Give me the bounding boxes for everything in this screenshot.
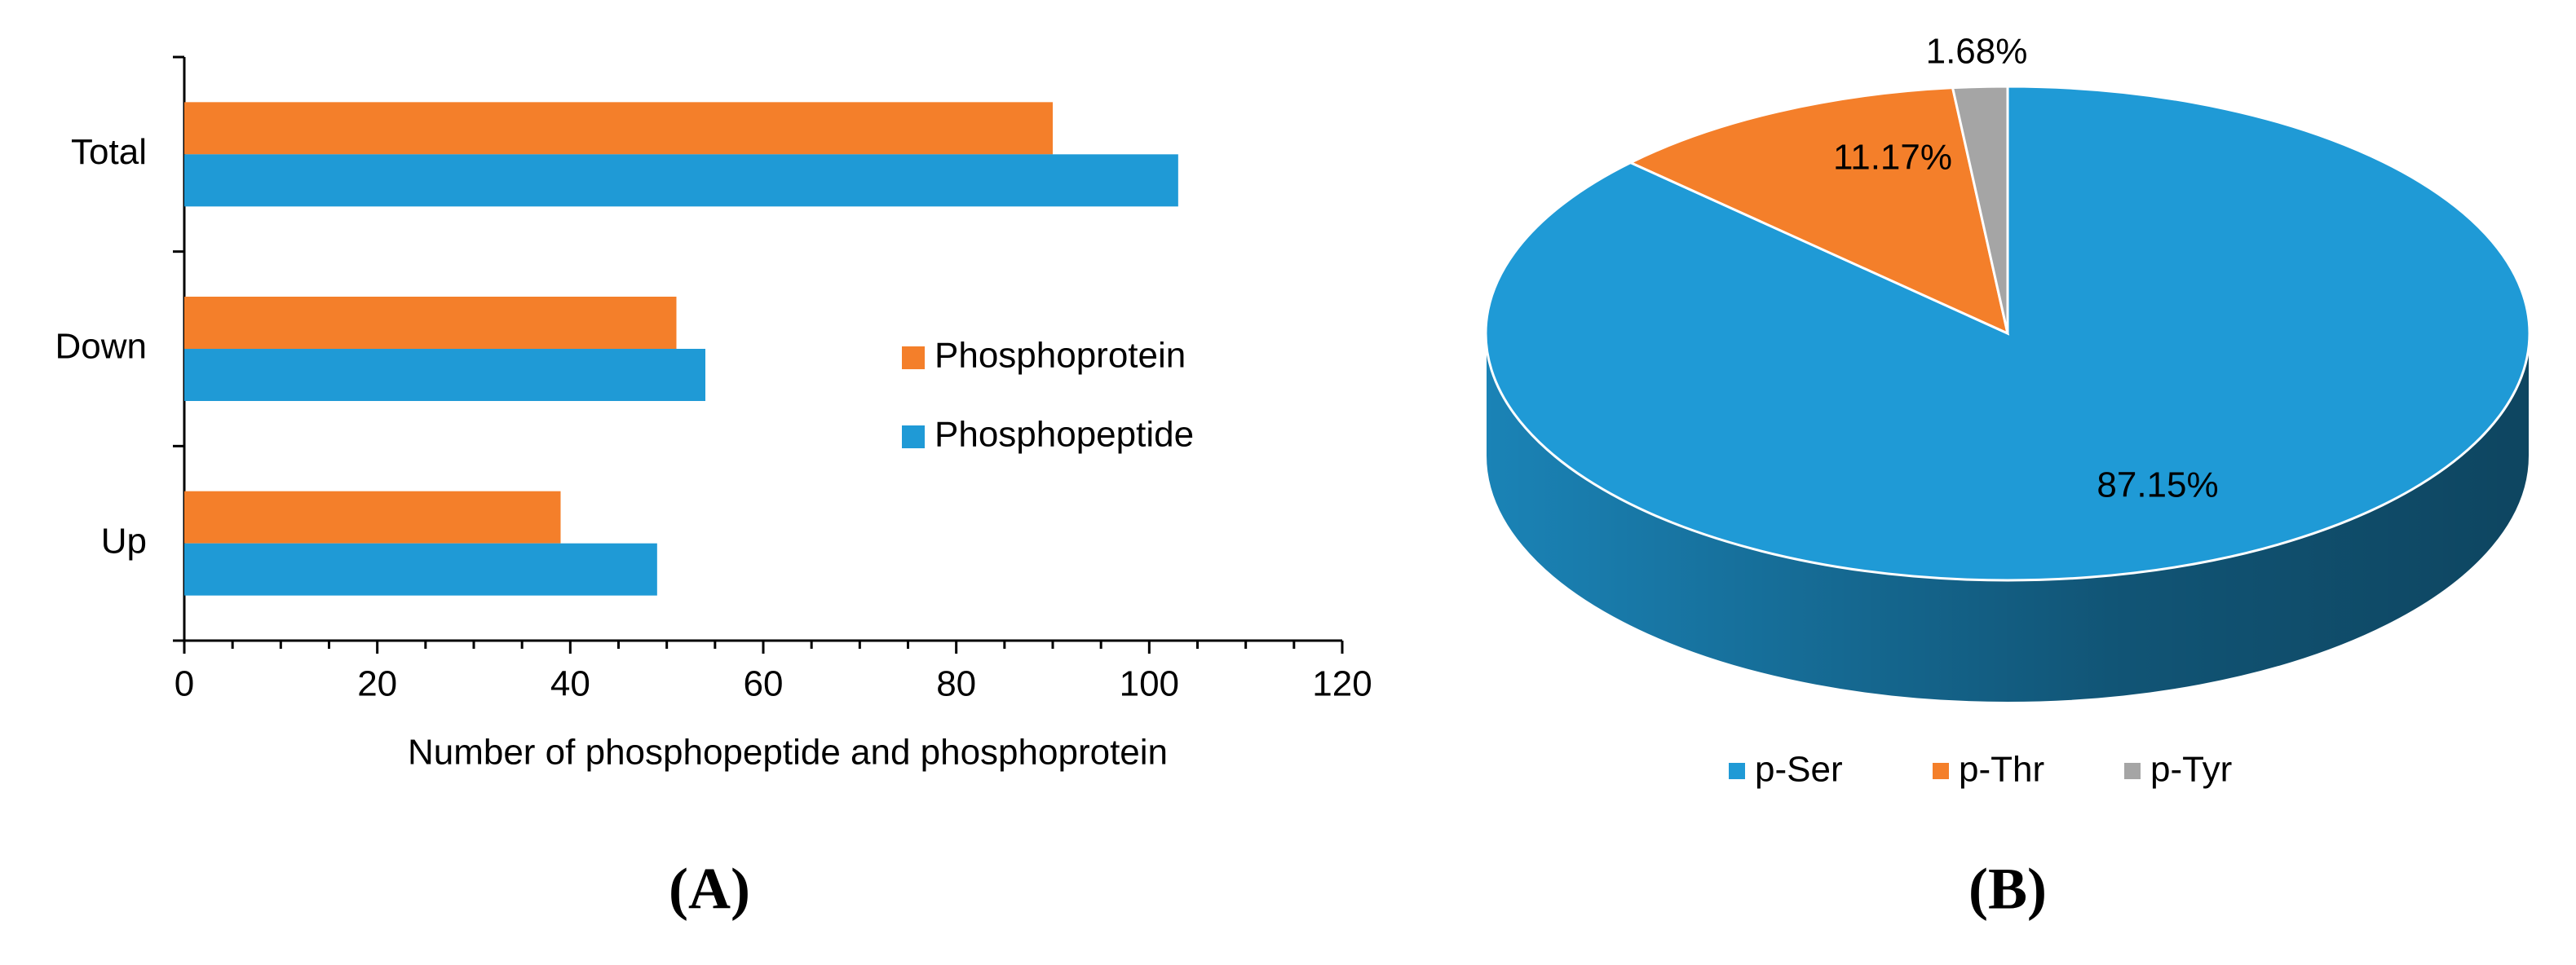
legend-label: p-Thr bbox=[1959, 750, 2044, 790]
bar bbox=[184, 154, 1178, 207]
x-axis-label: Number of phosphopeptide and phosphoprot… bbox=[408, 733, 1168, 773]
x-tick-label: 40 bbox=[550, 664, 590, 704]
x-tick-label: 80 bbox=[936, 664, 976, 704]
legend-label: Phosphoprotein bbox=[935, 336, 1186, 376]
legend-marker bbox=[2124, 763, 2141, 779]
panel-label: (A) bbox=[669, 857, 750, 922]
pie-chart: 87.15% 11.17% 1.68% p-Ser p-Thr p-Tyr (B) bbox=[1484, 32, 2531, 922]
legend-label: p-Ser bbox=[1755, 750, 1843, 790]
x-tick-label: 120 bbox=[1312, 664, 1372, 704]
legend-marker bbox=[1729, 763, 1745, 779]
legend-marker bbox=[1933, 763, 1949, 779]
bar bbox=[184, 349, 705, 401]
legend-label: p-Tyr bbox=[2150, 750, 2232, 790]
y-tick-label: Down bbox=[55, 327, 148, 367]
data-label: 87.15% bbox=[2097, 465, 2218, 505]
panel-label: (B) bbox=[1968, 857, 2047, 922]
x-tick-label: 100 bbox=[1120, 664, 1179, 704]
x-tick-label: 0 bbox=[175, 664, 194, 704]
data-label: 1.68% bbox=[1926, 32, 2028, 72]
x-tick-label: 20 bbox=[357, 664, 397, 704]
bar bbox=[184, 102, 1053, 155]
y-tick-label: Up bbox=[101, 521, 147, 561]
legend-marker bbox=[902, 425, 925, 448]
y-tick-label: Total bbox=[71, 132, 147, 172]
bar bbox=[184, 491, 561, 544]
pie-slice bbox=[1951, 85, 2009, 334]
legend-marker bbox=[902, 346, 925, 369]
bar bbox=[184, 543, 657, 596]
legend-label: Phosphopeptide bbox=[935, 415, 1194, 455]
data-label: 11.17% bbox=[1833, 138, 1952, 178]
x-tick-label: 60 bbox=[744, 664, 784, 704]
bar-chart: 0 20 40 60 80 100 120 Total Down Up Number of phos… bbox=[55, 55, 1372, 922]
pie-slice bbox=[1628, 86, 2010, 336]
bar bbox=[184, 297, 677, 349]
